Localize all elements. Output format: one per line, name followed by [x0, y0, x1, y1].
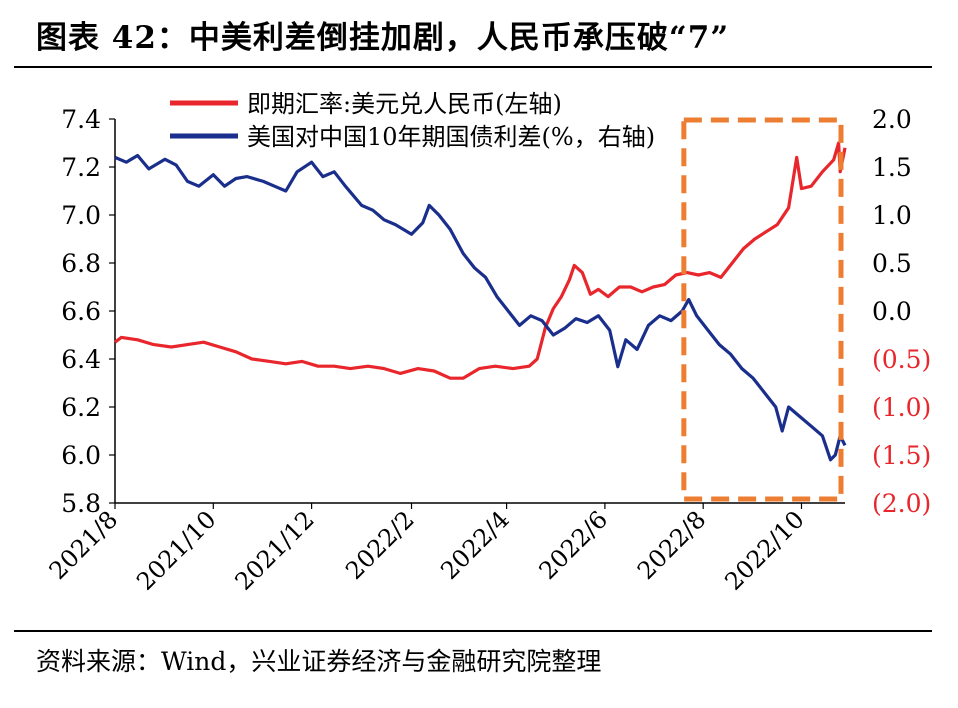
left-axis-tick-label: 6.2 [61, 393, 101, 422]
legend-label: 美国对中国10年期国债利差(%，右轴) [247, 123, 655, 151]
right-axis-tick-label: (1.5) [872, 441, 931, 470]
x-axis-tick-label: 2022/6 [534, 505, 614, 585]
usdcny-spot-line [114, 141, 847, 380]
right-axis-tick-label: (1.0) [872, 393, 931, 422]
x-axis-tick-label: 2022/2 [340, 505, 420, 585]
chart-marks [114, 117, 847, 502]
chart-axes: 7.4 7.2 7.0 6.8 6.6 6.4 6.2 6.0 5.8 2.0 1.5 1.0 0.5 0… [44, 105, 932, 596]
left-axis-tick-label: 6.0 [61, 441, 101, 470]
right-axis-tick-label: 1.0 [872, 201, 912, 230]
left-axis-tick-label: 7.2 [61, 153, 101, 182]
right-axis-tick-label: 0.0 [872, 297, 912, 326]
x-axis-tick-label: 2022/10 [719, 505, 809, 595]
right-axis-tick-label: 0.5 [872, 249, 912, 278]
x-axis-tick-label: 2021/10 [131, 505, 221, 595]
chart-title: 图表 42：中美利差倒挂加剧，人民币承压破“7” [36, 20, 730, 56]
left-axis-tick-label: 6.6 [61, 297, 101, 326]
source-divider [14, 630, 932, 632]
left-axis-tick-label: 7.0 [61, 201, 101, 230]
right-axis-tick-label: (2.0) [872, 489, 931, 518]
legend-label: 即期汇率:美元兑人民币(左轴) [247, 90, 562, 118]
us-cn-10y-spread-line [114, 153, 847, 462]
x-axis-tick-label: 2022/4 [435, 505, 515, 585]
left-axis-tick-label: 6.8 [61, 249, 101, 278]
chart: 7.4 7.2 7.0 6.8 6.6 6.4 6.2 6.0 5.8 2.0 1.5 1.0 0.5 0… [44, 90, 932, 596]
right-axis-tick-label: 1.5 [872, 153, 912, 182]
chart-legend: 即期汇率:美元兑人民币(左轴) 美国对中国10年期国债利差(%，右轴) [170, 90, 655, 151]
left-axis-tick-label: 5.8 [61, 489, 101, 518]
x-axis-tick-label: 2022/8 [632, 505, 712, 585]
left-axis-tick-label: 7.4 [61, 105, 101, 134]
title-divider [14, 66, 932, 68]
left-axis-tick-label: 6.4 [61, 345, 101, 374]
right-axis-tick-label: (0.5) [872, 345, 931, 374]
right-axis-tick-label: 2.0 [872, 105, 912, 134]
x-axis-tick-label: 2021/12 [230, 505, 320, 595]
source-note: 资料来源：Wind，兴业证券经济与金融研究院整理 [36, 647, 602, 676]
